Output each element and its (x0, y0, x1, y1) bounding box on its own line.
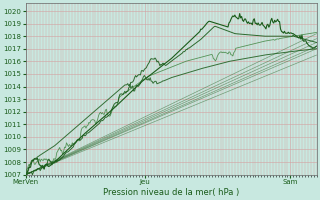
X-axis label: Pression niveau de la mer( hPa ): Pression niveau de la mer( hPa ) (103, 188, 239, 197)
